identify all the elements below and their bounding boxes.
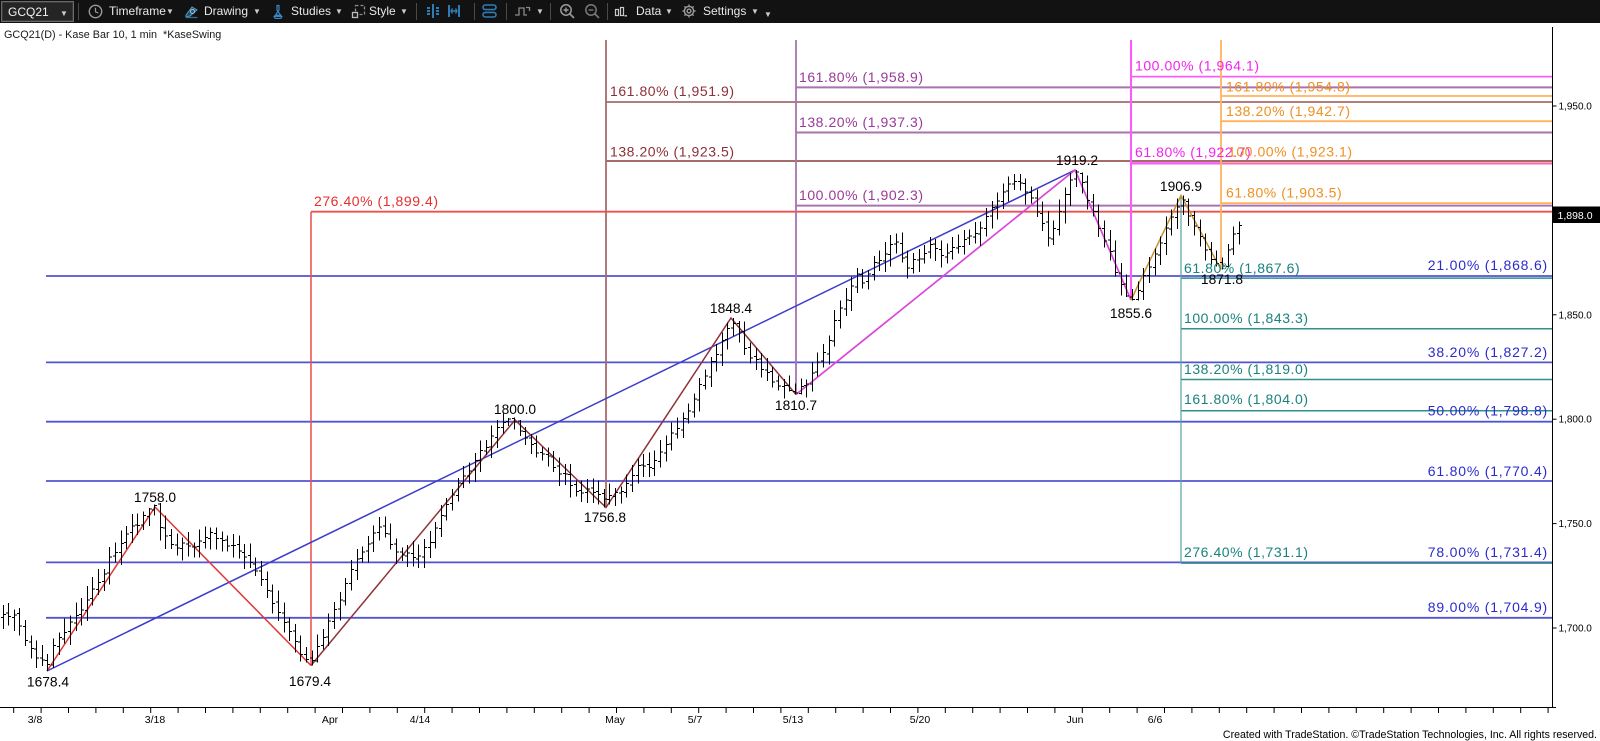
svg-text:1919.2: 1919.2 bbox=[1056, 153, 1098, 168]
svg-text:1,800.0: 1,800.0 bbox=[1559, 415, 1593, 426]
svg-text:4/14: 4/14 bbox=[410, 714, 431, 726]
svg-text:1,950.0: 1,950.0 bbox=[1559, 102, 1593, 113]
svg-text:161.80% (1,958.9): 161.80% (1,958.9) bbox=[799, 69, 924, 85]
svg-text:1756.8: 1756.8 bbox=[584, 510, 627, 525]
svg-text:61.80% (1,903.5): 61.80% (1,903.5) bbox=[1226, 184, 1342, 200]
svg-text:1848.4: 1848.4 bbox=[710, 301, 753, 316]
svg-text:138.20% (1,923.5): 138.20% (1,923.5) bbox=[610, 143, 735, 159]
svg-text:138.20% (1,942.7): 138.20% (1,942.7) bbox=[1226, 103, 1351, 119]
svg-text:3/18: 3/18 bbox=[145, 714, 166, 726]
svg-text:78.00% (1,731.4): 78.00% (1,731.4) bbox=[1428, 544, 1548, 560]
svg-text:100.00% (1,902.3): 100.00% (1,902.3) bbox=[799, 187, 924, 203]
svg-text:276.40% (1,899.4): 276.40% (1,899.4) bbox=[314, 193, 439, 209]
svg-text:38.20% (1,827.2): 38.20% (1,827.2) bbox=[1428, 344, 1548, 360]
svg-text:1810.7: 1810.7 bbox=[775, 398, 817, 413]
svg-text:138.20% (1,937.3): 138.20% (1,937.3) bbox=[799, 114, 924, 130]
svg-text:1,750.0: 1,750.0 bbox=[1559, 519, 1593, 530]
svg-text:5/7: 5/7 bbox=[688, 714, 703, 726]
svg-text:GCQ21(D) - Kase Bar 10, 1 min: GCQ21(D) - Kase Bar 10, 1 min *KaseSwing bbox=[4, 29, 221, 41]
svg-text:161.80% (1,804.0): 161.80% (1,804.0) bbox=[1184, 391, 1309, 407]
svg-text:5/20: 5/20 bbox=[910, 714, 931, 726]
svg-text:61.80% (1,770.4): 61.80% (1,770.4) bbox=[1428, 463, 1548, 479]
svg-text:1678.4: 1678.4 bbox=[27, 674, 70, 689]
svg-text:Apr: Apr bbox=[322, 714, 339, 726]
svg-text:Created with TradeStation. ©Tr: Created with TradeStation. ©TradeStation… bbox=[1223, 729, 1597, 741]
svg-text:161.80% (1,954.8): 161.80% (1,954.8) bbox=[1226, 78, 1351, 94]
svg-text:50.00% (1,798.8): 50.00% (1,798.8) bbox=[1428, 402, 1548, 418]
svg-text:5/13: 5/13 bbox=[783, 714, 804, 726]
svg-text:3/8: 3/8 bbox=[28, 714, 43, 726]
svg-text:1758.0: 1758.0 bbox=[134, 490, 177, 505]
svg-text:161.80% (1,951.9): 161.80% (1,951.9) bbox=[610, 83, 735, 99]
svg-text:89.00% (1,704.9): 89.00% (1,704.9) bbox=[1428, 599, 1548, 615]
svg-text:1679.4: 1679.4 bbox=[289, 674, 332, 689]
svg-text:1906.9: 1906.9 bbox=[1160, 179, 1203, 194]
svg-text:1871.8: 1871.8 bbox=[1201, 272, 1244, 287]
svg-text:1855.6: 1855.6 bbox=[1110, 306, 1153, 321]
svg-text:1,850.0: 1,850.0 bbox=[1559, 310, 1593, 321]
svg-text:1,898.0: 1,898.0 bbox=[1558, 210, 1593, 222]
svg-text:276.40% (1,731.1): 276.40% (1,731.1) bbox=[1184, 544, 1309, 560]
svg-text:138.20% (1,819.0): 138.20% (1,819.0) bbox=[1184, 361, 1309, 377]
svg-text:1800.0: 1800.0 bbox=[494, 402, 537, 417]
svg-text:1,700.0: 1,700.0 bbox=[1559, 624, 1593, 635]
svg-text:61.80% (1,867.6): 61.80% (1,867.6) bbox=[1184, 260, 1300, 276]
svg-text:May: May bbox=[605, 714, 626, 726]
svg-text:Jun: Jun bbox=[1067, 714, 1084, 726]
svg-text:100.00% (1,964.1): 100.00% (1,964.1) bbox=[1135, 57, 1260, 73]
svg-text:6/6: 6/6 bbox=[1148, 714, 1163, 726]
svg-text:21.00% (1,868.6): 21.00% (1,868.6) bbox=[1428, 257, 1548, 273]
svg-text:61.80% (1,922.7): 61.80% (1,922.7) bbox=[1135, 144, 1251, 160]
svg-text:100.00% (1,923.1): 100.00% (1,923.1) bbox=[1228, 143, 1353, 159]
svg-text:100.00% (1,843.3): 100.00% (1,843.3) bbox=[1184, 310, 1309, 326]
